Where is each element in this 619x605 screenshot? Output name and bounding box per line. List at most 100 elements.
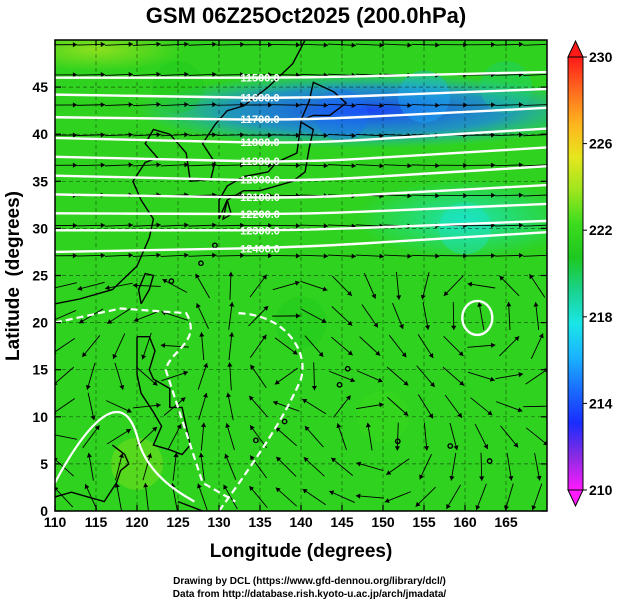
streamline (386, 366, 409, 386)
streamline (275, 487, 297, 507)
streamline-arrow (240, 41, 245, 48)
streamline (532, 483, 543, 511)
streamline-arrow (202, 393, 208, 398)
island (553, 443, 557, 447)
streamline (411, 194, 440, 197)
streamline-arrow (379, 102, 384, 109)
streamline-arrow (100, 132, 106, 138)
streamline (525, 369, 547, 385)
streamline-arrow (72, 42, 78, 48)
streamline-arrow (133, 317, 139, 322)
streamline-arrow (529, 274, 534, 280)
streamline-arrow (240, 252, 245, 259)
streamline (115, 453, 123, 481)
streamline (422, 302, 429, 330)
y-tick-label: 35 (32, 173, 48, 189)
footer-credit-data: Data from http://database.rish.kyoto-u.a… (172, 589, 447, 600)
streamline (272, 74, 301, 76)
streamline-arrow (292, 349, 298, 355)
streamline-arrow (373, 322, 378, 328)
streamline-arrow (128, 41, 133, 47)
coastline-segment (55, 40, 306, 305)
streamline (411, 43, 440, 46)
streamline (506, 452, 512, 481)
contour-label: 11600.0 (240, 92, 279, 104)
streamline-arrow (384, 498, 390, 503)
streamline (272, 104, 301, 106)
streamline (200, 332, 205, 361)
streamline-arrow (50, 286, 55, 291)
streamline (77, 254, 106, 257)
streamline (188, 164, 217, 167)
streamline-arrow (377, 377, 383, 383)
island (344, 365, 351, 372)
streamline (167, 423, 182, 450)
height-contour-11600 (55, 87, 547, 99)
streamline (248, 305, 269, 327)
streamline (160, 254, 189, 257)
y-tick-label: 40 (32, 126, 48, 142)
island (281, 418, 288, 425)
streamline-arrow (350, 377, 355, 383)
streamline (106, 400, 132, 413)
streamline-arrow (82, 352, 87, 357)
streamline-arrow (329, 490, 335, 496)
streamline-arrow (176, 424, 182, 430)
streamline (423, 422, 428, 451)
streamline-arrow (321, 318, 327, 323)
streamline-arrow (518, 132, 524, 138)
vortex-contour (461, 299, 494, 337)
streamline (327, 254, 357, 257)
footer-credit-dcl: Drawing by DCL (https://www.gfd-dennou.o… (173, 576, 446, 587)
streamline-arrow (491, 42, 496, 48)
y-tick-label: 45 (32, 79, 48, 95)
streamline (216, 43, 245, 46)
streamline-arrow (212, 41, 217, 47)
streamline (416, 365, 436, 388)
streamline-arrow (152, 426, 157, 432)
streamline-arrow (118, 453, 124, 458)
streamline (132, 103, 161, 107)
field-sample (357, 390, 409, 443)
streamline (327, 134, 357, 137)
streamline-arrow (90, 415, 96, 421)
streamline-arrow (212, 102, 217, 108)
field-sample (439, 202, 491, 255)
streamline (495, 104, 524, 106)
streamline (188, 134, 217, 137)
streamline-arrow (435, 163, 440, 169)
streamline (228, 302, 233, 330)
coastline-segment (55, 444, 130, 503)
streamline (300, 164, 329, 167)
contour-label: 12300.0 (240, 225, 280, 237)
streamline (188, 73, 217, 76)
streamline-arrow (173, 452, 179, 458)
streamline-arrow (294, 280, 300, 286)
streamline-arrow (479, 476, 485, 481)
streamline (331, 306, 353, 326)
coastline-segment (218, 120, 315, 220)
streamline (495, 134, 524, 137)
streamline (300, 104, 329, 106)
streamline (77, 104, 106, 106)
streamline (228, 332, 233, 361)
streamline-arrow (518, 41, 524, 47)
colorbar: 210 214 218 222 226 230 (567, 39, 613, 508)
streamline (272, 255, 301, 257)
streamline (443, 335, 464, 357)
streamline (449, 422, 458, 451)
streamline (229, 362, 232, 391)
streamline (216, 194, 245, 197)
streamline (78, 308, 104, 324)
streamline-arrow (508, 475, 514, 481)
streamline-arrow (128, 222, 133, 228)
plot-area: 11500.0 11600.0 11700.0 11800.0 11900.0 12000… (50, 40, 557, 511)
contour-label: 11700.0 (240, 114, 279, 126)
streamline-arrow (419, 474, 424, 480)
colorbar-label: 218 (589, 309, 613, 325)
streamline (356, 462, 384, 472)
streamline-arrow (160, 342, 166, 348)
streamline-arrow (428, 353, 434, 358)
streamline-arrow (107, 319, 113, 324)
streamline-arrow (180, 397, 186, 403)
